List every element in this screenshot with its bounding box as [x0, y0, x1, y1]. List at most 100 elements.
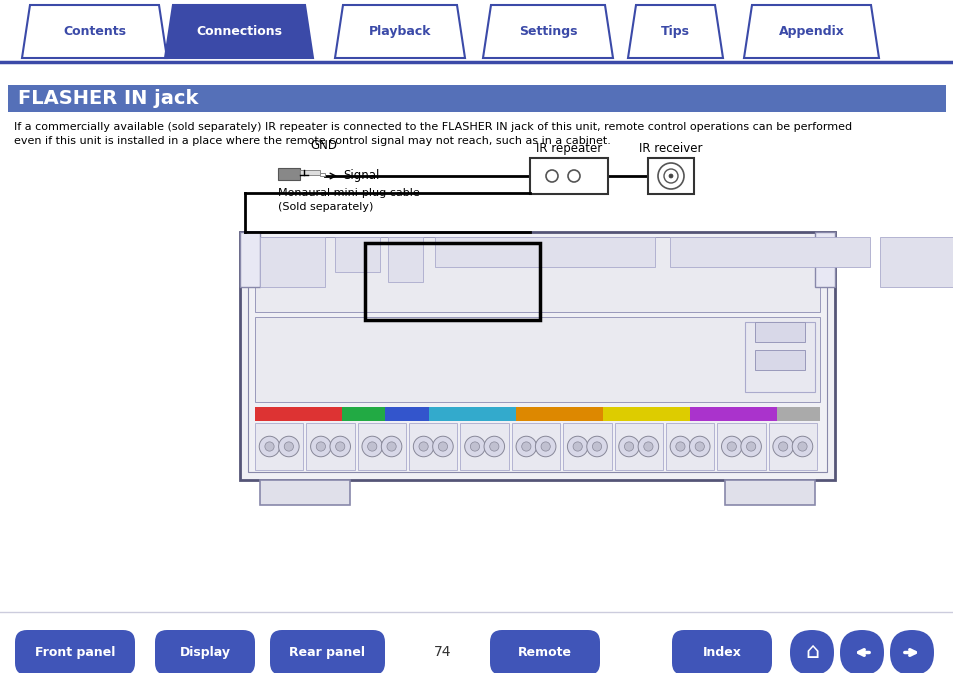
Circle shape [483, 436, 504, 457]
Bar [240, 232, 260, 287]
Bar [248, 240, 826, 472]
FancyBboxPatch shape [490, 630, 599, 673]
Polygon shape [743, 5, 878, 58]
Circle shape [489, 442, 498, 451]
Bar [768, 423, 816, 470]
Bar [744, 322, 814, 392]
Bar [254, 407, 298, 421]
Circle shape [567, 436, 587, 457]
Circle shape [315, 442, 325, 451]
Circle shape [367, 442, 376, 451]
Text: Connections: Connections [195, 25, 282, 38]
Text: Playback: Playback [369, 25, 431, 38]
Circle shape [643, 442, 653, 451]
Circle shape [361, 436, 382, 457]
Circle shape [545, 170, 558, 182]
Bar [299, 170, 319, 175]
Circle shape [330, 436, 350, 457]
Circle shape [433, 436, 453, 457]
Circle shape [745, 442, 755, 451]
Bar [429, 407, 472, 421]
Circle shape [535, 436, 556, 457]
Text: even if this unit is installed in a place where the remote control signal may no: even if this unit is installed in a plac… [14, 136, 610, 146]
Bar [240, 232, 834, 480]
Circle shape [624, 442, 633, 451]
Polygon shape [482, 5, 613, 58]
Bar [388, 237, 422, 282]
Circle shape [573, 442, 581, 451]
Bar [511, 423, 559, 470]
Text: Front panel: Front panel [34, 646, 115, 659]
Bar [558, 407, 602, 421]
Bar [0, 0, 953, 65]
Bar [8, 85, 945, 112]
Circle shape [418, 442, 428, 451]
Circle shape [797, 442, 806, 451]
Bar [647, 158, 693, 194]
Bar [254, 237, 820, 312]
Polygon shape [22, 5, 167, 58]
FancyBboxPatch shape [840, 630, 883, 673]
Bar [645, 407, 689, 421]
Circle shape [311, 436, 331, 457]
Bar [879, 237, 953, 287]
Circle shape [772, 436, 793, 457]
Circle shape [791, 436, 812, 457]
Text: Monaural mini-plug cable
(Sold separately): Monaural mini-plug cable (Sold separatel… [277, 188, 419, 212]
Circle shape [778, 442, 787, 451]
Circle shape [726, 442, 736, 451]
Circle shape [437, 442, 447, 451]
Text: IR receiver: IR receiver [639, 142, 702, 155]
Bar [460, 423, 508, 470]
Circle shape [618, 436, 639, 457]
Circle shape [720, 436, 741, 457]
Circle shape [586, 436, 607, 457]
Bar [669, 237, 869, 267]
Bar [254, 423, 303, 470]
Circle shape [284, 442, 294, 451]
FancyBboxPatch shape [15, 630, 135, 673]
Text: Signal: Signal [343, 170, 379, 182]
Bar [689, 407, 732, 421]
Bar [530, 158, 607, 194]
Text: Tips: Tips [660, 25, 689, 38]
Bar [754, 322, 804, 342]
FancyBboxPatch shape [270, 630, 385, 673]
FancyBboxPatch shape [671, 630, 771, 673]
Polygon shape [335, 5, 464, 58]
Bar [277, 168, 299, 180]
Circle shape [695, 442, 703, 451]
Circle shape [540, 442, 550, 451]
Circle shape [592, 442, 601, 451]
Bar [614, 423, 662, 470]
Bar [814, 232, 834, 287]
Bar [754, 350, 804, 370]
Circle shape [278, 436, 299, 457]
Bar [254, 317, 820, 402]
Text: If a commercially available (sold separately) IR repeater is connected to the FL: If a commercially available (sold separa… [14, 122, 851, 132]
Text: FLASHER IN jack: FLASHER IN jack [18, 89, 198, 108]
Text: GND: GND [310, 139, 336, 152]
Bar [260, 237, 325, 287]
Bar [717, 423, 765, 470]
Circle shape [470, 442, 479, 451]
Bar [776, 407, 820, 421]
Bar [665, 423, 714, 470]
Circle shape [464, 436, 485, 457]
Bar [602, 407, 645, 421]
Circle shape [658, 163, 683, 189]
Bar [335, 237, 379, 272]
Bar [472, 407, 516, 421]
Bar [562, 423, 611, 470]
Bar [298, 407, 341, 421]
Text: Settings: Settings [518, 25, 577, 38]
Polygon shape [165, 5, 313, 58]
FancyBboxPatch shape [789, 630, 833, 673]
Circle shape [516, 436, 536, 457]
Circle shape [265, 442, 274, 451]
Bar [385, 407, 429, 421]
Polygon shape [627, 5, 722, 58]
Bar [409, 423, 457, 470]
Text: Rear panel: Rear panel [289, 646, 365, 659]
Circle shape [668, 174, 672, 178]
